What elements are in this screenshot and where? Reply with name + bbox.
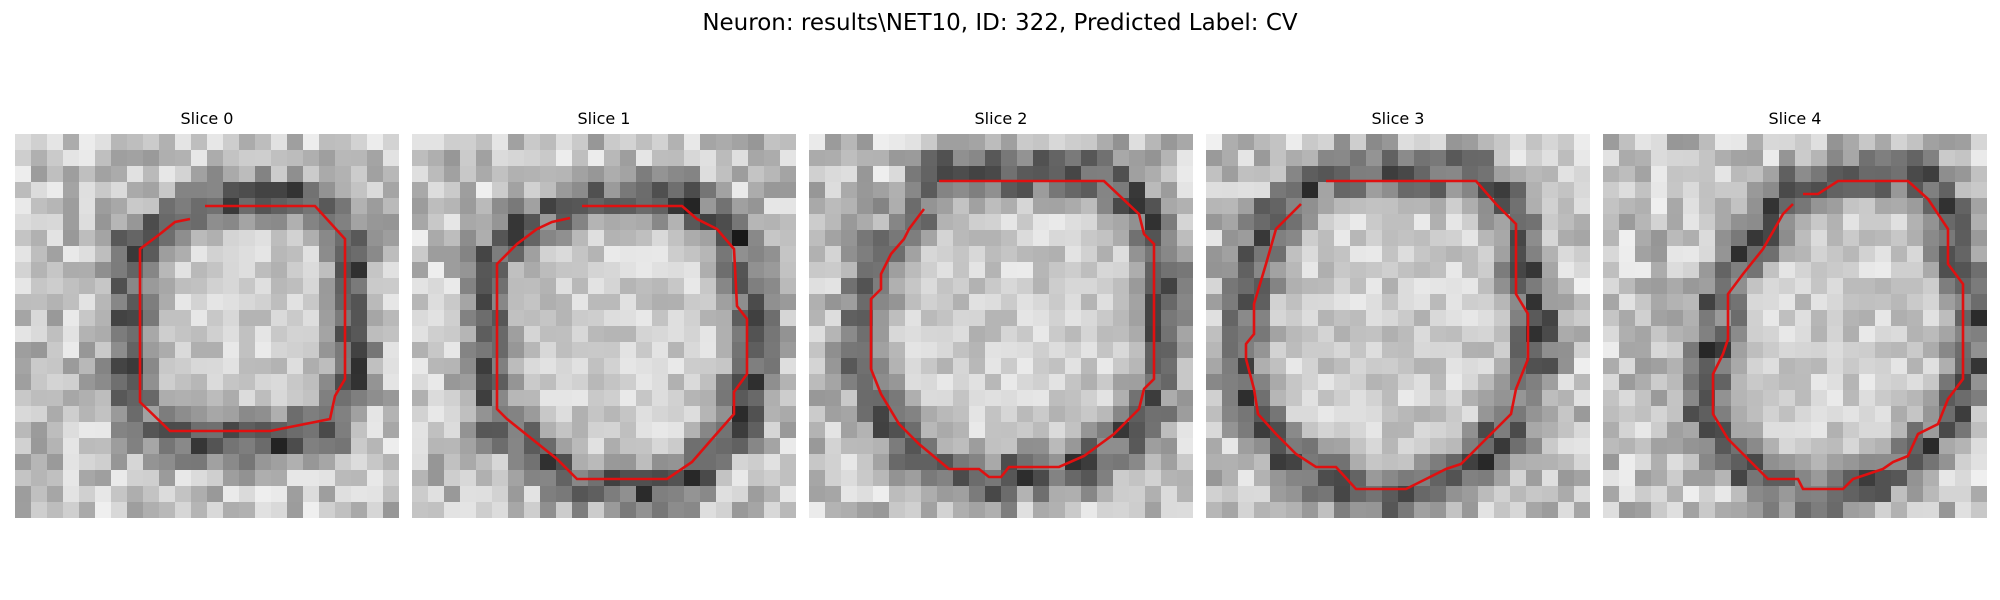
slice-panel-3: Slice 3 — [1206, 108, 1590, 524]
slice-title: Slice 0 — [180, 109, 234, 128]
grayscale-pixel-grid — [1603, 134, 1987, 518]
slice-image — [412, 134, 796, 518]
slice-title: Slice 4 — [1768, 109, 1822, 128]
grayscale-pixel-grid — [412, 134, 796, 518]
slice-image — [1206, 134, 1590, 518]
slice-title: Slice 3 — [1371, 109, 1425, 128]
grayscale-pixel-grid — [15, 134, 399, 518]
segmentation-contour — [869, 179, 1156, 479]
segmentation-contour — [495, 204, 749, 481]
slice-image — [809, 134, 1193, 518]
figure-title: Neuron: results\NET10, ID: 322, Predicte… — [702, 10, 1298, 36]
slice-title: Slice 2 — [974, 109, 1028, 128]
grayscale-pixel-grid — [1206, 134, 1590, 518]
slice-panel-2: Slice 2 — [809, 108, 1193, 524]
grayscale-pixel-grid — [809, 134, 1193, 518]
segmentation-contour — [1711, 179, 1965, 491]
slice-image — [15, 134, 399, 518]
slice-panel-1: Slice 1 — [412, 108, 796, 524]
segmentation-contour — [138, 204, 347, 433]
segmentation-contour — [1244, 179, 1530, 491]
slice-image — [1603, 134, 1987, 518]
slice-title: Slice 1 — [577, 109, 631, 128]
slice-panel-4: Slice 4 — [1603, 108, 1987, 524]
slice-panel-0: Slice 0 — [15, 108, 399, 524]
